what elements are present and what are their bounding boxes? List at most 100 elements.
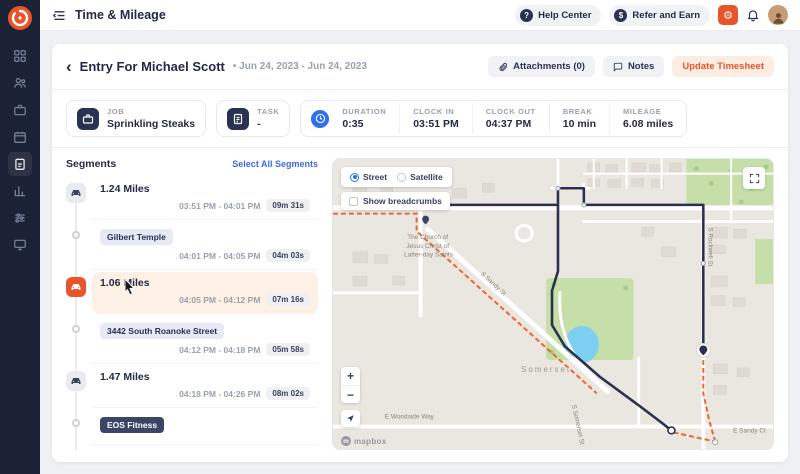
stat-label: CLOCK IN [413, 107, 455, 116]
segment-duration-badge: 07m 16s [266, 293, 310, 306]
sidebar-item-kiosk[interactable] [8, 233, 32, 257]
stat-value: 04:37 PM [485, 118, 532, 130]
stop-dot-icon [72, 325, 80, 333]
stat-label: CLOCK OUT [485, 107, 536, 116]
job-icon [77, 107, 99, 130]
sidebar-toggle-button[interactable] [52, 8, 67, 23]
stat-value: 0:35 [342, 118, 364, 130]
stat-mileage: MILEAGE 6.08 miles [609, 103, 686, 134]
recenter-button[interactable] [341, 410, 360, 427]
segment-distance: 1.06 Miles [100, 277, 150, 289]
time-stats-card: DURATION 0:35 CLOCK IN 03:51 PM CLOCK OU… [300, 100, 688, 137]
zoom-in-button[interactable]: + [346, 369, 354, 383]
zoom-out-button[interactable]: − [341, 385, 360, 403]
radio-checked-icon [350, 172, 359, 182]
calendar-icon [14, 131, 26, 143]
users-icon [14, 78, 26, 88]
stop-location-marker[interactable] [695, 343, 711, 358]
segments-header: Segments Select All Segments [66, 158, 318, 170]
settings-button[interactable]: ⚙ [718, 5, 738, 25]
bell-icon [747, 10, 759, 22]
sidebar-item-settings[interactable] [8, 206, 32, 230]
chart-icon [14, 186, 26, 197]
sliders-icon [15, 213, 25, 223]
rockwell-st-label: S Rockwell St [706, 227, 713, 266]
location-chip: Gilbert Temple [100, 229, 173, 245]
main-content: ‹ Entry For Michael Scott • Jun 24, 2023… [40, 32, 800, 474]
breadcrumbs-checkbox-control[interactable]: Show breadcrumbs [341, 192, 450, 210]
sidebar-item-dashboard[interactable] [8, 44, 32, 68]
segment-row-stop-2[interactable]: 3442 South Roanoke Street 04:12 PM - 04:… [66, 316, 318, 364]
topbar-actions: ? Help Center $ Refer and Earn ⚙ [515, 4, 788, 26]
attachments-button[interactable]: Attachments (0) [488, 56, 595, 77]
entry-date-range: • Jun 24, 2023 - Jun 24, 2023 [232, 61, 368, 72]
task-value: - [257, 118, 261, 130]
stop-dot-icon [72, 231, 80, 239]
stat-clock-out: CLOCK OUT 04:37 PM [471, 103, 549, 134]
street-radio-option[interactable]: Street [350, 172, 387, 182]
satellite-label: Satellite [410, 172, 443, 182]
radio-unchecked-icon [397, 172, 407, 182]
refer-icon: $ [614, 8, 628, 22]
mapbox-wordmark: mapbox [354, 436, 387, 446]
poi-pin-icon[interactable] [422, 215, 430, 225]
sidebar-item-time-mileage[interactable] [8, 152, 32, 176]
app-logo[interactable] [8, 6, 32, 30]
task-icon [227, 107, 250, 130]
job-label: JOB [107, 107, 125, 116]
fullscreen-button[interactable] [743, 167, 765, 189]
briefcase-icon [14, 104, 26, 116]
car-icon [66, 277, 86, 297]
content-row: Segments Select All Segments 1.24 Miles … [52, 148, 788, 462]
segment-row-drive-2-selected[interactable]: 1.06 Miles 04:05 PM - 04:12 PM 07m 16s [66, 272, 318, 314]
notifications-button[interactable] [746, 8, 760, 22]
route-polyline[interactable] [425, 187, 705, 432]
help-center-button[interactable]: ? Help Center [515, 4, 602, 26]
stat-value: 10 min [562, 118, 596, 130]
menu-icon [52, 10, 65, 20]
sidebar-item-team[interactable] [8, 71, 32, 95]
notes-button[interactable]: Notes [602, 56, 665, 77]
segment-duration-badge: 04m 03s [266, 249, 310, 262]
mapbox-attribution[interactable]: m mapbox [341, 436, 386, 446]
user-avatar[interactable] [768, 5, 788, 25]
back-button[interactable]: ‹ [66, 56, 72, 76]
stat-label: DURATION [342, 107, 387, 116]
segment-row-stop-3[interactable]: EOS Fitness [66, 410, 318, 445]
help-icon: ? [520, 8, 534, 22]
location-chip: 3442 South Roanoke Street [100, 323, 225, 339]
clock-icon [311, 109, 330, 128]
sidebar-item-schedule[interactable] [8, 125, 32, 149]
job-value: Sprinkling Steaks [107, 118, 196, 130]
segments-title: Segments [66, 158, 117, 170]
segment-row-stop-1[interactable]: Gilbert Temple 04:01 PM - 04:05 PM 04m 0… [66, 222, 318, 270]
sidebar [0, 0, 40, 474]
expand-icon [749, 173, 759, 183]
avatar-silhouette-icon [773, 13, 783, 24]
stat-value: 03:51 PM [413, 118, 459, 130]
refer-earn-button[interactable]: $ Refer and Earn [609, 4, 710, 26]
segment-distance: 1.47 Miles [100, 371, 150, 383]
navigate-arrow-icon [347, 415, 354, 422]
update-timesheet-button[interactable]: Update Timesheet [672, 56, 774, 77]
segment-row-drive-3[interactable]: 1.47 Miles 04:18 PM - 04:26 PM 08m 02s [66, 366, 318, 408]
sidebar-item-jobs[interactable] [8, 98, 32, 122]
chat-icon [613, 62, 623, 72]
entry-title: Entry For Michael Scott [79, 59, 225, 74]
map-panel: The Church of Jesus Christ of Latter-day… [332, 158, 774, 450]
segment-distance: 1.24 Miles [100, 183, 150, 195]
breadcrumbs-label: Show breadcrumbs [363, 196, 442, 206]
car-icon [66, 183, 86, 203]
satellite-radio-option[interactable]: Satellite [397, 172, 443, 182]
zoom-control: + − [341, 367, 360, 403]
sidebar-item-reports[interactable] [8, 179, 32, 203]
segment-row-drive-1[interactable]: 1.24 Miles 03:51 PM - 04:01 PM 09m 31s [66, 178, 318, 220]
segment-duration-badge: 05m 58s [266, 343, 310, 356]
select-all-segments-link[interactable]: Select All Segments [232, 159, 318, 169]
segments-list[interactable]: 1.24 Miles 03:51 PM - 04:01 PM 09m 31s G… [66, 178, 318, 450]
route-end-marker[interactable] [667, 426, 676, 435]
gear-icon: ⚙ [723, 9, 733, 22]
street-label: Street [363, 172, 388, 182]
entry-actions: Attachments (0) Notes Update Timesheet [488, 56, 774, 77]
topbar: Time & Mileage ? Help Center $ Refer and… [40, 0, 800, 31]
